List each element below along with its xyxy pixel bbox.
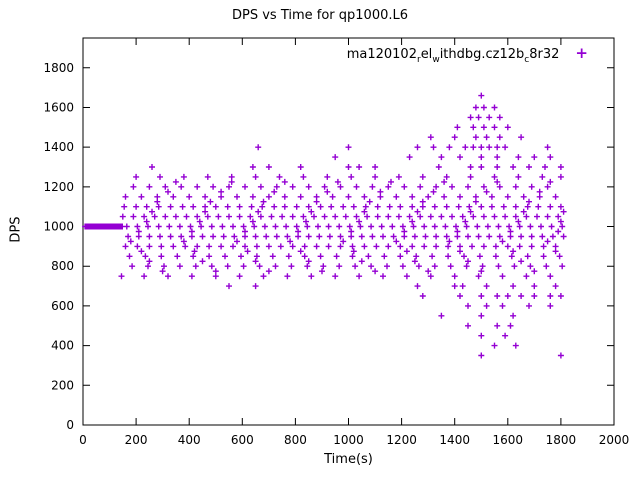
- y-tick-label: 1400: [43, 140, 74, 154]
- y-tick-label: 1600: [43, 100, 74, 114]
- y-tick-label: 200: [51, 378, 74, 392]
- y-tick-label: 1200: [43, 180, 74, 194]
- x-tick-label: 200: [125, 433, 148, 447]
- x-tick-label: 800: [284, 433, 307, 447]
- x-tick-label: 2000: [599, 433, 630, 447]
- legend-text-segment: ma120102: [346, 47, 417, 62]
- y-tick-label: 400: [51, 339, 74, 353]
- x-tick-label: 1800: [546, 433, 577, 447]
- x-tick-label: 1400: [439, 433, 470, 447]
- y-tick-label: 1800: [43, 61, 74, 75]
- x-tick-label: 400: [178, 433, 201, 447]
- x-tick-label: 600: [231, 433, 254, 447]
- y-axis-label: DPS: [8, 216, 24, 243]
- legend-text-segment: el: [420, 47, 433, 62]
- y-tick-label: 0: [66, 418, 74, 432]
- y-tick-label: 1000: [43, 220, 74, 234]
- legend-text-segment: c: [524, 55, 530, 65]
- legend-series-label: ma120102relwithdbg.cz12bc8r32: [347, 47, 560, 65]
- x-tick-label: 1200: [386, 433, 417, 447]
- x-tick-label: 1000: [333, 433, 364, 447]
- y-tick-label: 600: [51, 299, 74, 313]
- chart-title: DPS vs Time for qp1000.L6: [231, 8, 409, 23]
- legend-text-segment: w: [432, 55, 440, 65]
- legend-text-segment: ithdbg.cz12b: [439, 47, 525, 62]
- x-tick-label: 1600: [493, 433, 524, 447]
- legend-text-segment: r: [416, 55, 421, 65]
- legend: ma120102relwithdbg.cz12bc8r32 +: [347, 44, 588, 66]
- legend-point-marker-icon: +: [575, 44, 588, 62]
- x-axis-label: Time(s): [324, 452, 373, 467]
- y-tick-label: 800: [51, 259, 74, 273]
- data-points: [82, 92, 567, 359]
- legend-text-segment: 8r32: [529, 47, 560, 62]
- x-tick-label: 0: [79, 433, 87, 447]
